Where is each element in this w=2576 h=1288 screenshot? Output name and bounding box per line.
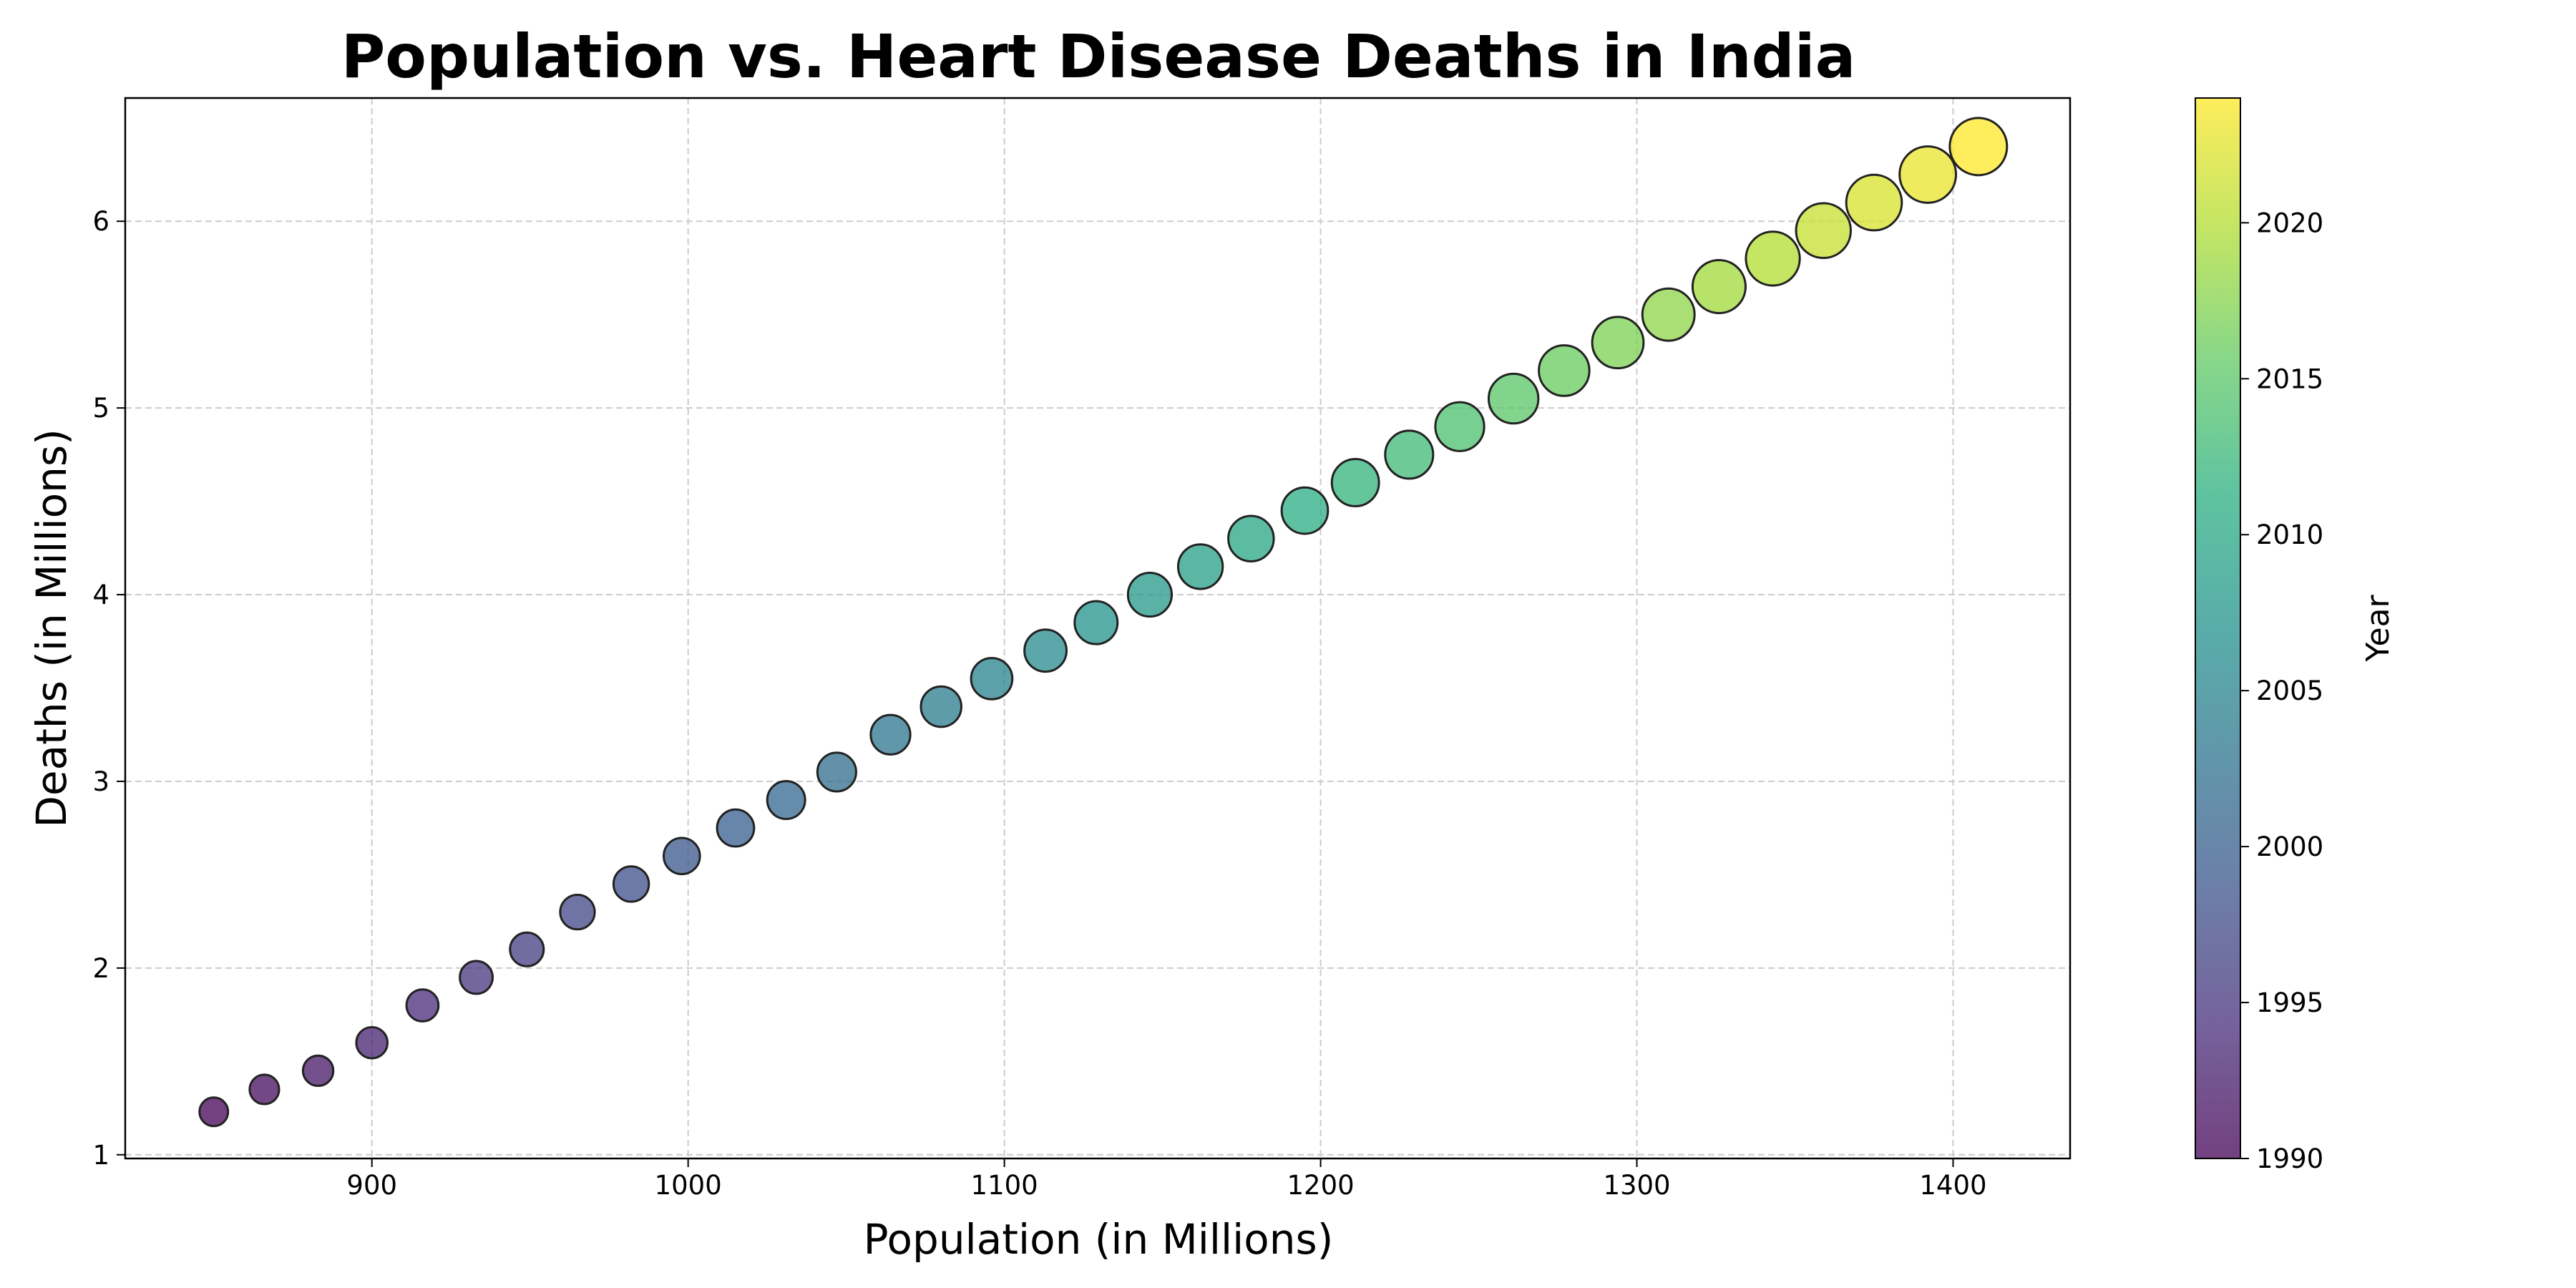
y-tick-label: 5 [92, 393, 109, 424]
data-point [1898, 145, 1958, 204]
data-point [459, 960, 494, 995]
x-axis-label: Population (in Millions) [864, 1215, 1334, 1264]
data-point [1384, 429, 1435, 480]
data-point [1330, 458, 1380, 507]
x-tick-label: 1400 [1919, 1170, 1986, 1201]
data-point [970, 657, 1014, 701]
data-point [1641, 287, 1696, 342]
data-point [663, 836, 701, 876]
data-point [766, 780, 806, 821]
data-points [198, 117, 2009, 1128]
data-point [405, 988, 440, 1023]
colorbar-tick-label: 2005 [2256, 675, 2323, 706]
data-point [1538, 344, 1591, 397]
data-point [716, 808, 756, 848]
y-tick-label: 3 [92, 766, 109, 797]
colorbar: Year 1990 1995 2000 2005 2010 2015 2020 [2195, 97, 2396, 1174]
data-point [248, 1073, 280, 1106]
plot-frame [124, 97, 2072, 1160]
data-point [559, 893, 596, 931]
y-tick-label: 4 [92, 580, 109, 610]
data-point [1795, 202, 1853, 259]
axes: 900 1000 1100 1200 1300 1400 1 2 3 4 5 6 [92, 97, 2072, 1201]
grid-lines [125, 98, 2070, 1158]
x-tick-label: 1100 [971, 1170, 1038, 1201]
x-tick-label: 900 [346, 1170, 397, 1201]
y-tick-label: 1 [92, 1140, 109, 1171]
data-point [1073, 600, 1119, 645]
chart-title: Population vs. Heart Disease Deaths in I… [341, 21, 1856, 92]
data-point [1691, 258, 1747, 315]
data-point [1434, 401, 1485, 452]
colorbar-tick-label: 2020 [2256, 208, 2323, 238]
data-point [869, 713, 912, 756]
colorbar-label: Year [2360, 595, 2396, 663]
data-point [509, 931, 545, 967]
data-point [355, 1025, 389, 1060]
colorbar-tick-label: 1995 [2256, 987, 2323, 1018]
y-tick-label: 6 [92, 206, 109, 237]
data-point [1845, 173, 1903, 232]
data-point [816, 751, 857, 793]
colorbar-tick-label: 2010 [2256, 519, 2323, 550]
data-point [1487, 372, 1540, 425]
data-point [1176, 543, 1224, 590]
data-point [1745, 230, 1801, 287]
colorbar-tick-label: 2000 [2256, 831, 2323, 862]
data-point [301, 1054, 335, 1088]
y-tick-label: 2 [92, 953, 109, 984]
data-point [612, 865, 650, 903]
data-point [198, 1096, 230, 1128]
data-point [1948, 117, 2009, 177]
data-point [1023, 628, 1068, 673]
x-tick-label: 1300 [1603, 1170, 1670, 1201]
data-point [1280, 486, 1330, 535]
colorbar-gradient [2195, 97, 2241, 1159]
data-point [1126, 571, 1174, 618]
y-axis-label: Deaths (in Millions) [27, 429, 76, 828]
colorbar-tick-label: 1990 [2256, 1143, 2323, 1174]
data-point [1591, 316, 1645, 370]
data-point [919, 685, 962, 728]
data-point [1227, 514, 1275, 563]
x-tick-label: 1200 [1287, 1170, 1354, 1201]
colorbar-tick-label: 2015 [2256, 364, 2323, 394]
x-tick-label: 1000 [655, 1170, 722, 1201]
